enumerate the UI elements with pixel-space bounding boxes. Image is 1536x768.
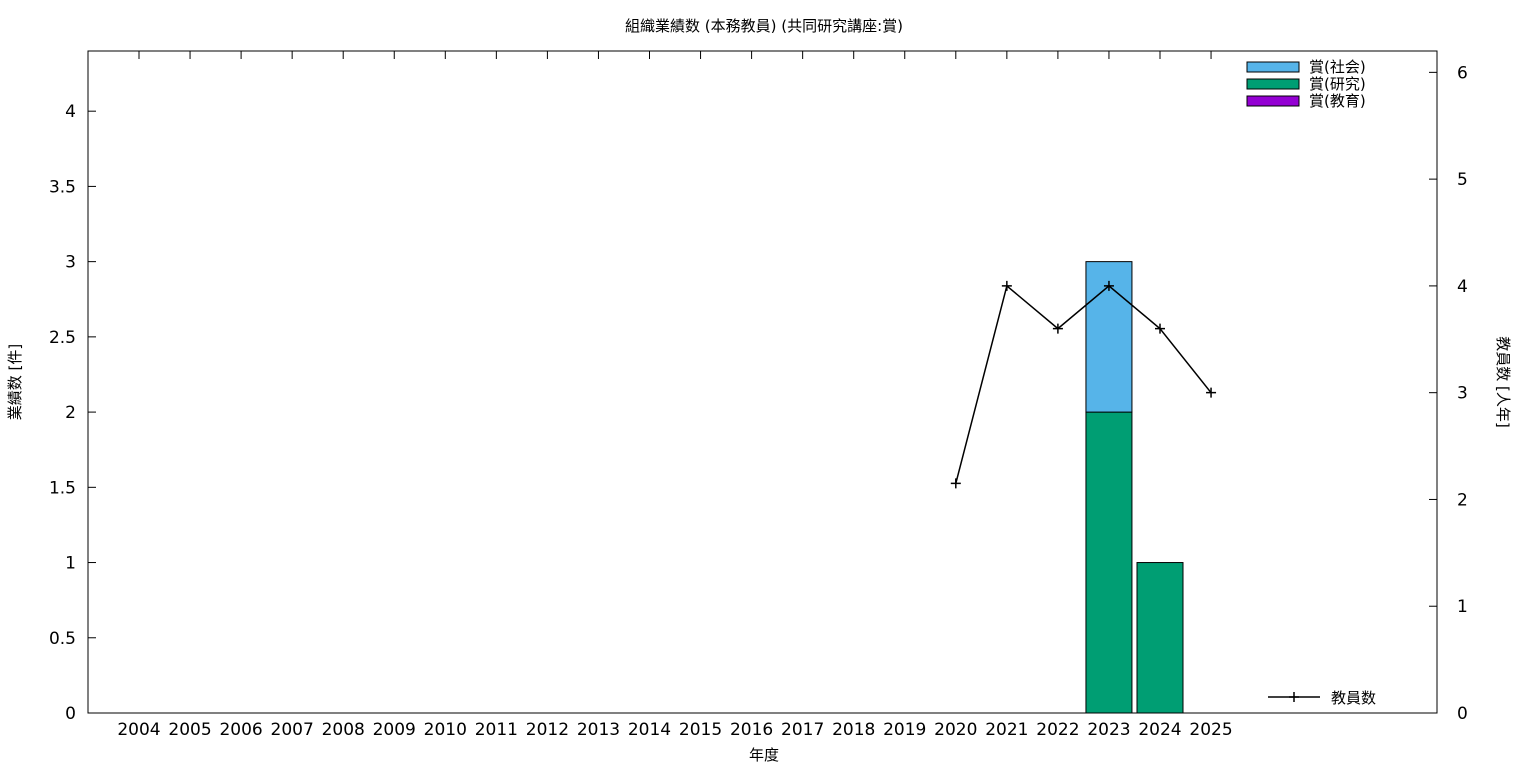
y2-tick-label: 2: [1457, 490, 1468, 510]
x-tick-label: 2022: [1036, 720, 1079, 740]
legend-swatch: [1246, 61, 1300, 73]
x-tick-label: 2020: [934, 720, 977, 740]
y2-tick-label: 1: [1457, 597, 1468, 617]
x-tick-label: 2006: [219, 720, 262, 740]
chart-title: 組織業績数 (本務教員) (共同研究講座:賞): [625, 17, 903, 35]
line-legend-label: 教員数: [1331, 689, 1376, 707]
y2-tick-label: 6: [1457, 63, 1468, 83]
legend-swatch: [1246, 95, 1300, 107]
y2-tick-label: 4: [1457, 277, 1468, 297]
x-tick-label: 2008: [322, 720, 365, 740]
faculty-line-point: [1052, 323, 1063, 334]
x-tick-label: 2014: [628, 720, 671, 740]
x-tick-label: 2019: [883, 720, 926, 740]
faculty-line-point: [950, 478, 961, 489]
x-tick-label: 2017: [781, 720, 824, 740]
y2-axis-ticks: 0 1 2 3 4 5 6: [1429, 63, 1468, 724]
x-tick-label: 2021: [985, 720, 1028, 740]
faculty-count-line: [950, 280, 1217, 489]
y-tick-label: 0: [65, 704, 76, 724]
bar-segment: [1136, 562, 1184, 714]
bars: [1085, 261, 1184, 714]
legend-swatch: [1246, 78, 1300, 90]
x-tick-label: 2012: [526, 720, 569, 740]
x-axis-ticks: 2004 2005 2006 2007 2008 2009 2010 2011 2012 2013…: [117, 51, 1233, 740]
faculty-line-point: [1103, 280, 1114, 291]
x-axis-label: 年度: [749, 746, 779, 764]
y-tick-label: 0.5: [49, 629, 76, 649]
bar-segment: [1085, 411, 1133, 714]
faculty-line-point: [1206, 387, 1217, 398]
x-tick-label: 2023: [1087, 720, 1130, 740]
x-tick-label: 2016: [730, 720, 773, 740]
x-tick-label: 2009: [373, 720, 416, 740]
y2-tick-label: 3: [1457, 384, 1468, 404]
y2-tick-label: 0: [1457, 704, 1468, 724]
x-tick-label: 2011: [475, 720, 518, 740]
bar-legend: 賞(社会)賞(研究)賞(教育): [1246, 58, 1366, 110]
y-tick-label: 3: [65, 253, 76, 273]
x-tick-label: 2007: [271, 720, 314, 740]
y-axis-label: 業績数 [件]: [6, 344, 24, 420]
line-legend: 教員数: [1268, 689, 1376, 707]
x-tick-label: 2010: [424, 720, 467, 740]
plot-frame: [87, 50, 1438, 714]
y2-axis-label: 教員数 [人年]: [1494, 336, 1512, 427]
y-tick-label: 3.5: [49, 177, 76, 197]
y-tick-label: 2.5: [49, 328, 76, 348]
legend-label: 賞(研究): [1309, 75, 1366, 93]
y-axis-ticks: 0 0.5 1 1.5 2 2.5 3 3.5 4: [49, 102, 96, 724]
y-tick-label: 2: [65, 403, 76, 423]
x-tick-label: 2024: [1138, 720, 1181, 740]
faculty-line-path: [955, 284, 1212, 484]
x-tick-label: 2015: [679, 720, 722, 740]
x-tick-label: 2004: [117, 720, 160, 740]
x-tick-label: 2025: [1189, 720, 1232, 740]
faculty-line-point: [1001, 280, 1012, 291]
x-tick-label: 2013: [577, 720, 620, 740]
y-tick-label: 4: [65, 102, 76, 122]
legend-label: 賞(社会): [1309, 58, 1366, 76]
line-legend-marker: [1289, 692, 1299, 702]
faculty-line-point: [1155, 323, 1165, 334]
legend-label: 賞(教育): [1309, 92, 1366, 110]
x-tick-label: 2018: [832, 720, 875, 740]
y2-tick-label: 5: [1457, 170, 1468, 190]
x-tick-label: 2005: [168, 720, 211, 740]
y-tick-label: 1.5: [49, 478, 76, 498]
y-tick-label: 1: [65, 554, 76, 574]
